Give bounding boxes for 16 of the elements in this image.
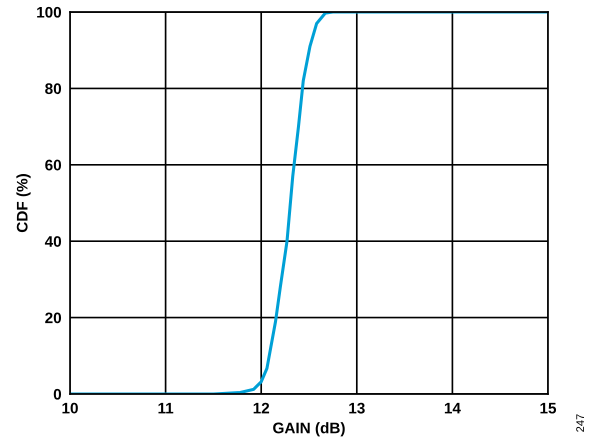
text: 247 — [576, 414, 584, 432]
y-tick-label: 100 — [37, 6, 62, 18]
y-tick-label: 40 — [44, 236, 62, 247]
y-tick-label: 0 — [54, 388, 62, 400]
x-tick-label: 12 — [254, 402, 270, 414]
line-series — [70, 12, 548, 394]
x-tick-label: 15 — [540, 402, 556, 414]
y-tick-label: 20 — [45, 312, 62, 324]
x-tick-label: 11 — [158, 402, 174, 414]
x-tick-label: 10 — [62, 402, 78, 414]
y-tick-label: 80 — [45, 83, 62, 94]
x-axis-title: GAIN (dB) — [273, 422, 345, 436]
y-axis-title: CDF (%) — [16, 174, 31, 232]
x-tick-label: 14 — [444, 402, 461, 414]
y-tick-label: 60 — [45, 160, 62, 170]
x-tick-label: 13 — [349, 402, 365, 414]
